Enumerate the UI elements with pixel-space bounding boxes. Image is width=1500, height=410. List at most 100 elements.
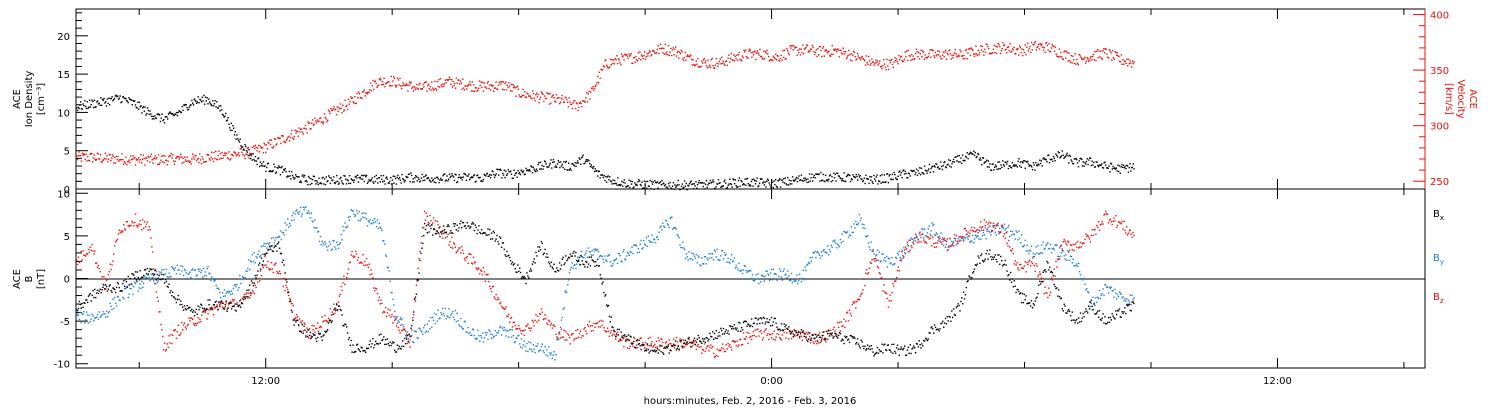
- velocity-series-point: [126, 163, 128, 166]
- bz-series-point: [571, 333, 573, 335]
- by-series-point: [912, 238, 914, 240]
- density-series-point: [722, 185, 724, 187]
- velocity-series-point: [380, 79, 382, 81]
- velocity-series-point: [984, 51, 987, 53]
- by-series-point: [572, 267, 574, 269]
- velocity-series-point: [601, 68, 603, 71]
- velocity-series-point: [699, 65, 701, 68]
- density-series-point: [965, 156, 968, 159]
- by-series-point: [307, 210, 310, 212]
- velocity-series-point: [858, 57, 860, 59]
- density-series-point: [891, 173, 894, 176]
- by-series-point: [1032, 252, 1035, 254]
- by-series-point: [679, 244, 681, 246]
- bottom-tick-label: -10: [54, 360, 70, 371]
- velocity-series-point: [853, 51, 856, 54]
- density-series-point: [973, 154, 976, 157]
- density-series-point: [606, 176, 609, 178]
- by-series-point: [985, 238, 987, 240]
- velocity-series-point: [449, 78, 451, 80]
- bz-series-point: [570, 334, 572, 336]
- by-series-point: [228, 292, 230, 294]
- by-series-point: [597, 251, 600, 253]
- velocity-series-point: [832, 53, 834, 56]
- by-series-point: [1019, 237, 1021, 240]
- density-series-point: [127, 101, 129, 104]
- velocity-series-point: [883, 59, 885, 61]
- density-series-point: [559, 166, 561, 169]
- density-series-point: [218, 105, 220, 107]
- bz-series-point: [806, 331, 808, 334]
- velocity-series-point: [86, 160, 88, 162]
- bz-series-point: [259, 270, 262, 272]
- density-series-point: [1115, 167, 1117, 169]
- bz-series-point: [345, 278, 347, 280]
- bz-series-point: [840, 321, 842, 323]
- bz-series-point: [910, 245, 912, 247]
- by-series-point: [466, 331, 468, 334]
- density-series-point: [541, 164, 543, 167]
- bz-series-point: [1017, 267, 1019, 269]
- bz-series-point: [841, 325, 843, 327]
- velocity-series-point: [406, 84, 408, 86]
- bz-series-point: [412, 317, 414, 319]
- density-series-point: [355, 175, 357, 177]
- density-series-point: [358, 177, 360, 179]
- velocity-series-point: [241, 151, 243, 153]
- density-series-point: [820, 171, 822, 174]
- density-series-point: [1064, 155, 1067, 158]
- density-series-point: [132, 99, 134, 102]
- velocity-series-point: [977, 49, 979, 52]
- velocity-series-point: [714, 64, 717, 66]
- density-series-point: [848, 174, 850, 176]
- density-series-point: [778, 179, 780, 181]
- by-series-point: [455, 321, 457, 323]
- by-series-point: [336, 244, 339, 246]
- velocity-series-point: [87, 155, 89, 158]
- density-series-point: [1019, 161, 1022, 163]
- bz-series-point: [601, 324, 603, 327]
- velocity-series-point: [748, 48, 751, 50]
- bz-series-point: [402, 329, 404, 331]
- density-series-point: [771, 181, 774, 183]
- density-series-point: [1003, 165, 1006, 167]
- density-series-point: [475, 180, 477, 183]
- velocity-series-point: [1056, 55, 1058, 57]
- density-series-point: [659, 182, 661, 184]
- velocity-series-point: [586, 92, 588, 94]
- bz-series-point: [380, 299, 382, 301]
- density-series-point: [576, 160, 579, 162]
- velocity-series-point: [624, 54, 627, 56]
- bz-series-point: [241, 297, 244, 300]
- by-series-point: [555, 354, 557, 356]
- bz-series-point: [393, 316, 395, 318]
- by-series-point: [773, 273, 775, 275]
- velocity-series-point: [575, 102, 578, 104]
- velocity-series-point: [610, 64, 612, 66]
- by-series-point: [823, 249, 825, 251]
- by-series-point: [1040, 244, 1043, 246]
- bz-series-point: [675, 336, 678, 339]
- velocity-series-point: [793, 45, 795, 47]
- by-series-point: [429, 328, 431, 330]
- by-series-point: [264, 245, 266, 248]
- velocity-series-point: [235, 155, 238, 157]
- density-series-point: [547, 166, 550, 168]
- velocity-series-point: [159, 161, 161, 164]
- by-series-point: [594, 250, 596, 252]
- velocity-series-point: [267, 141, 269, 144]
- density-series-point: [493, 173, 495, 176]
- velocity-series-point: [319, 117, 322, 119]
- velocity-series-point: [1023, 51, 1026, 54]
- density-series-point: [196, 102, 198, 104]
- by-series-point: [972, 234, 974, 237]
- velocity-series-point: [1057, 55, 1059, 58]
- bz-series-point: [389, 309, 391, 311]
- by-series-point: [179, 273, 181, 275]
- density-series-point: [660, 184, 662, 186]
- velocity-series-point: [300, 128, 302, 130]
- by-series-point: [975, 236, 977, 238]
- by-series-point: [1020, 234, 1023, 236]
- by-series-point: [1080, 277, 1083, 280]
- density-series-point: [158, 114, 161, 116]
